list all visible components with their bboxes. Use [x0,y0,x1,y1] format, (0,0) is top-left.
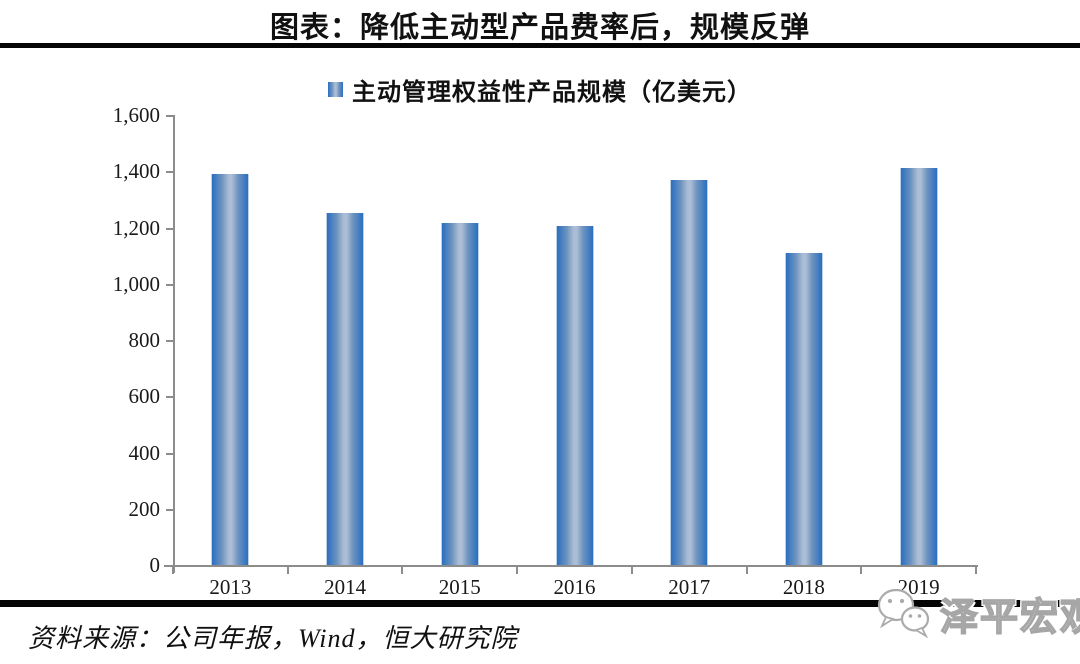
x-axis-label: 2014 [324,575,367,599]
source-note: 资料来源：公司年报，Wind，恒大研究院 [28,624,518,653]
x-axis-tick [286,567,289,574]
bar [211,174,250,565]
y-axis-label: 600 [128,384,161,409]
y-axis-tick [166,452,174,455]
y-axis-line [173,115,175,573]
x-axis-label: 2015 [438,575,481,599]
x-axis-tick [401,567,404,574]
footer-divider-line [0,600,1080,607]
y-axis-tick [166,340,174,342]
x-axis-tick [975,567,977,574]
bar [555,226,594,565]
title-divider-line [0,43,1080,48]
y-axis-label: 800 [128,328,161,352]
bar [326,213,365,565]
bar [784,252,823,565]
x-axis-label: 2019 [897,575,940,599]
y-axis-label: 1,400 [112,159,160,184]
x-axis-label: 2016 [553,575,596,599]
legend-swatch [328,82,343,97]
bar [440,223,479,565]
x-axis-tick [516,567,519,574]
y-axis-tick [166,565,174,567]
y-axis-label: 400 [128,440,161,465]
y-axis-label: 1,200 [112,215,160,240]
y-axis-label: 0 [149,553,161,577]
y-axis-tick [166,171,174,174]
x-axis-tick [745,567,748,574]
chart-legend: 主动管理权益性产品规模（亿美元） [0,72,1080,107]
y-axis-tick [166,227,174,230]
y-axis-tick [166,508,174,511]
y-axis-label: 1,600 [112,103,160,127]
x-axis-tick [630,567,633,574]
bar [899,168,938,565]
x-axis-line [164,565,978,567]
y-axis-label: 200 [128,496,161,521]
legend-label: 主动管理权益性产品规模（亿美元） [352,77,752,106]
x-axis-tick [172,567,174,574]
y-axis-label: 1,000 [112,271,160,296]
y-axis-tick [166,283,174,286]
x-axis-label: 2017 [668,575,711,599]
y-axis-tick [166,396,174,399]
x-axis-label: 2013 [209,575,252,599]
x-axis-tick [860,567,863,574]
y-axis-tick [166,115,174,117]
bar [670,179,709,565]
x-axis-label: 2018 [782,575,825,599]
chart-title: 图表：降低主动型产品费率后，规模反弹 [269,10,810,44]
